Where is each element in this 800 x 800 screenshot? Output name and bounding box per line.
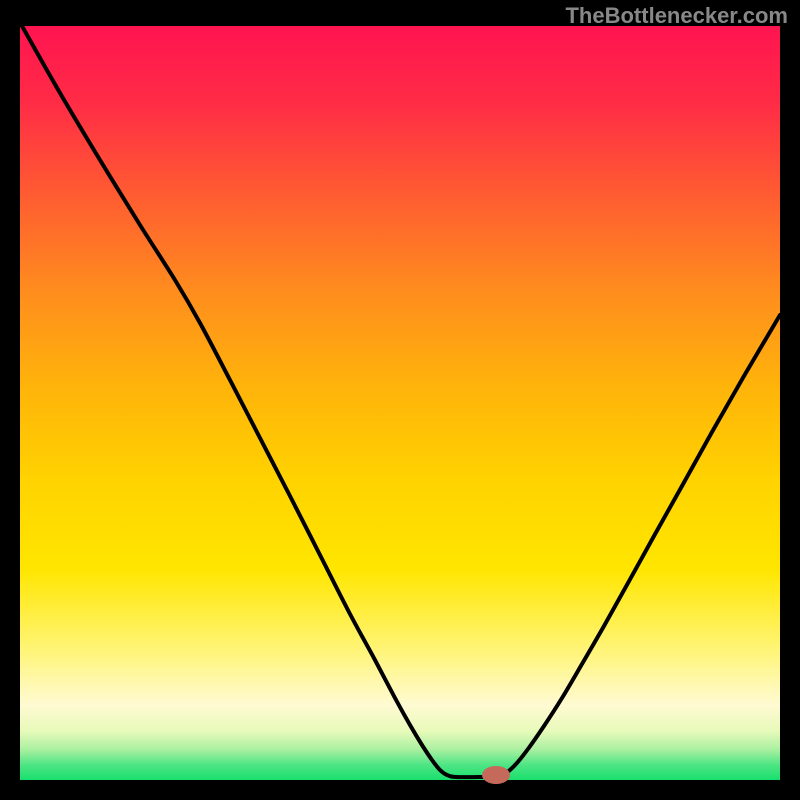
curve-layer [0, 0, 800, 800]
watermark-label: TheBottlenecker.com [565, 3, 788, 29]
bottleneck-curve [22, 26, 780, 777]
optimal-marker [482, 766, 510, 784]
